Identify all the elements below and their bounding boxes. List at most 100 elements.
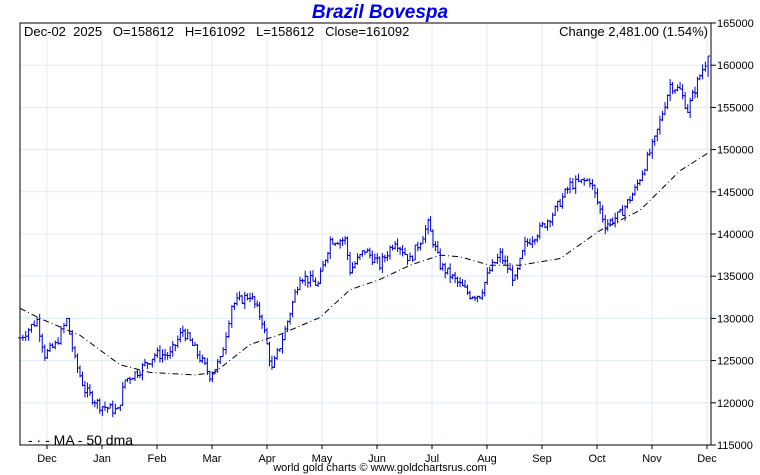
ohlc-bar: [145, 362, 150, 369]
ohlc-bar: [522, 236, 527, 256]
ohlc-bar: [690, 89, 695, 102]
ohlc-bar: [660, 110, 665, 122]
ohlc-bar: [445, 267, 450, 275]
ohlc-bar: [500, 248, 505, 265]
ohlc-bar: [707, 55, 711, 77]
ohlc-bar: [438, 248, 443, 271]
y-tick-label: 140000: [717, 229, 754, 241]
ohlc-bar: [247, 292, 252, 303]
ohlc-bar: [295, 286, 300, 295]
ohlc-bar: [548, 219, 553, 228]
ohlc-bar: [213, 368, 218, 375]
ohlc-bar: [400, 244, 405, 257]
ohlc-bar: [272, 355, 277, 368]
ohlc-bar: [703, 61, 708, 72]
ohlc-bar: [293, 289, 298, 303]
ohlc-bar: [367, 247, 372, 259]
ohlc-bar: [155, 347, 160, 358]
ohlc-bar: [303, 270, 308, 287]
ohlc-bar: [440, 262, 445, 271]
ohlc-bar: [477, 295, 482, 299]
ohlc-bar: [85, 382, 90, 398]
x-tick-label: Dec: [697, 453, 717, 465]
ohlc-bar: [123, 379, 128, 389]
ohlc-bar: [505, 255, 510, 274]
ohlc-bar: [250, 292, 255, 300]
ohlc-bar: [48, 342, 53, 353]
ohlc-bar: [590, 179, 595, 190]
ohlc-bar: [133, 371, 137, 382]
ohlc-bar: [603, 214, 608, 235]
ohlc-bar: [480, 289, 485, 300]
y-tick-label: 150000: [717, 145, 754, 157]
ohlc-bar: [628, 196, 632, 204]
ohlc-bar: [257, 301, 262, 321]
x-tick-label: Feb: [148, 453, 167, 465]
ohlc-bar: [415, 241, 420, 252]
ohlc-bar: [64, 317, 69, 327]
ohlc-bar: [482, 281, 487, 297]
header-high: H=161092: [184, 24, 246, 39]
y-tick-label: 115000: [717, 440, 753, 452]
ohlc-bar: [380, 252, 385, 274]
ohlc-bar: [568, 177, 573, 194]
ohlc-bar: [655, 128, 660, 142]
ohlc-bar: [508, 263, 513, 271]
ohlc-bar: [652, 135, 657, 146]
ohlc-bar: [560, 193, 565, 209]
ohlc-bar: [403, 247, 408, 256]
header-close: Close=161092: [325, 24, 410, 39]
ohlc-bar: [537, 222, 542, 240]
ohlc-bar: [234, 292, 239, 306]
ohlc-bar: [40, 333, 45, 353]
ohlc-bar: [343, 236, 348, 245]
header-low: L=158612: [256, 24, 315, 39]
ohlc-bar: [520, 250, 525, 260]
ohlc-bar: [540, 221, 545, 228]
ohlc-bar: [265, 327, 269, 345]
ohlc-bar: [100, 406, 105, 417]
x-tick-label: Jun: [368, 453, 386, 465]
ohlc-bar: [663, 102, 668, 116]
ohlc-bar: [693, 86, 698, 99]
ohlc-bar: [168, 346, 173, 359]
ohlc-bar: [185, 329, 190, 340]
ma-line: [19, 152, 709, 376]
ohlc-bar: [53, 340, 58, 350]
ohlc-bar: [340, 237, 345, 247]
ohlc-bar: [178, 327, 183, 343]
ohlc-bar: [632, 184, 637, 196]
ohlc-bar: [242, 291, 247, 310]
ohlc-bar: [70, 330, 75, 352]
ohlc-bar: [80, 371, 85, 387]
ohlc-bar: [530, 236, 535, 248]
ohlc-bar: [600, 204, 605, 223]
ohlc-bar: [108, 403, 113, 409]
y-tick-label: 120000: [717, 398, 754, 410]
x-tick-label: Dec: [37, 453, 57, 465]
ohlc-bar: [61, 323, 66, 334]
ohlc-bar: [465, 284, 470, 295]
ohlc-bar: [330, 237, 335, 245]
y-tick-label: 165000: [717, 18, 754, 30]
ohlc-bar: [413, 244, 418, 261]
ohlc-bar: [405, 253, 410, 265]
ohlc-bar: [535, 234, 540, 243]
ohlc-bar: [316, 281, 321, 288]
ohlc-bar: [183, 328, 188, 342]
ohlc-bar: [453, 271, 458, 284]
ohlc-bar: [592, 184, 597, 199]
ohlc-bar: [175, 335, 180, 348]
ohlc-bar: [313, 277, 318, 286]
ohlc-bar: [245, 293, 250, 301]
ohlc-bar: [678, 81, 683, 90]
y-tick-label: 160000: [717, 60, 754, 72]
x-tick-label: May: [312, 453, 333, 465]
ohlc-bar: [410, 255, 415, 262]
legend-ma-label: MA - 50 dma: [53, 432, 134, 448]
header-year: 2025: [73, 24, 103, 39]
ohlc-bar: [135, 369, 140, 378]
ohlc-bar: [305, 275, 310, 288]
x-tick-label: Apr: [258, 453, 275, 465]
